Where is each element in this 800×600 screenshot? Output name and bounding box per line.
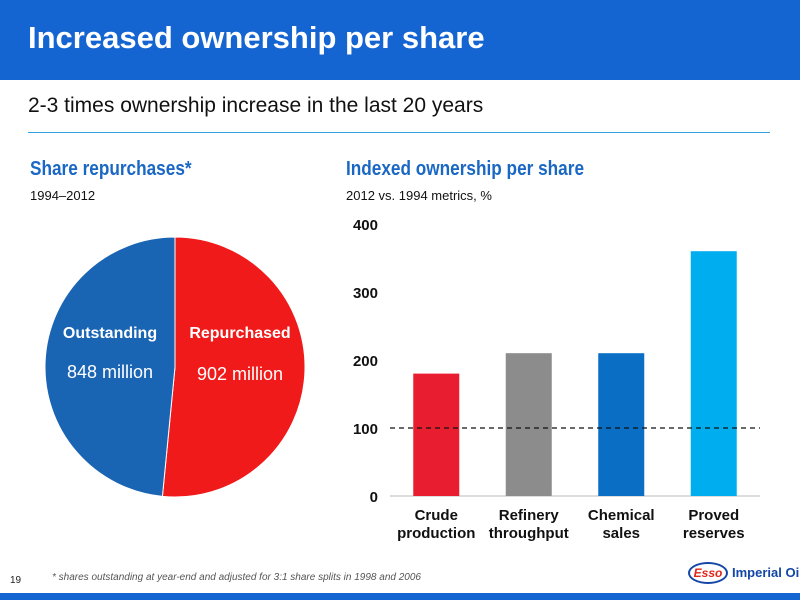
pie-chart-subtitle: 1994–2012: [30, 188, 96, 203]
y-tick-label: 200: [353, 353, 378, 370]
bar-chart-subtitle: 2012 vs. 1994 metrics, %: [346, 188, 492, 203]
pie-label-repurchased: Repurchased: [189, 325, 290, 342]
bar-crude: [413, 373, 460, 496]
pie-chart-title: Share repurchases*: [30, 158, 192, 180]
bar-chemical: [598, 353, 645, 496]
bar-proved: [690, 251, 737, 496]
footnote: * shares outstanding at year-end and adj…: [52, 572, 421, 583]
esso-oval-icon: Esso: [688, 562, 728, 584]
x-tick-label: throughput: [489, 525, 569, 542]
esso-mark: Esso: [693, 566, 723, 580]
pie-value-repurchased: 902 million: [197, 364, 283, 384]
y-tick-label: 300: [353, 285, 378, 302]
footer-bar: [0, 593, 800, 600]
page-subtitle: 2-3 times ownership increase in the last…: [28, 94, 484, 117]
y-tick-label: 0: [370, 489, 378, 506]
imperial-oil-logo: Esso Imperial Oil: [688, 560, 800, 588]
x-tick-label: sales: [602, 525, 640, 542]
x-tick-label: Chemical: [588, 507, 655, 524]
pie-label-outstanding: Outstanding: [63, 325, 157, 342]
x-tick-label: Proved: [688, 507, 739, 524]
company-name: Imperial Oil: [732, 565, 800, 580]
page-number: 19: [10, 575, 22, 586]
page-title: Increased ownership per share: [28, 20, 485, 55]
pie-slice-repurchased: [161, 236, 306, 498]
y-tick-label: 100: [353, 421, 378, 438]
x-tick-label: Refinery: [499, 507, 560, 524]
bar-chart-title: Indexed ownership per share: [346, 158, 585, 180]
pie-slice-outstanding: [44, 236, 176, 497]
x-tick-label: reserves: [683, 525, 745, 542]
share-repurchases-pie-chart: Repurchased 902 million Outstanding 848 mil…: [44, 236, 306, 498]
header-bar: Increased ownership per share: [0, 0, 800, 80]
pie-value-outstanding: 848 million: [67, 362, 153, 382]
bar-refinery: [505, 353, 552, 496]
x-tick-label: production: [397, 525, 475, 542]
x-tick-label: Crude: [415, 507, 458, 524]
y-tick-label: 400: [353, 217, 378, 234]
divider: [28, 132, 770, 133]
